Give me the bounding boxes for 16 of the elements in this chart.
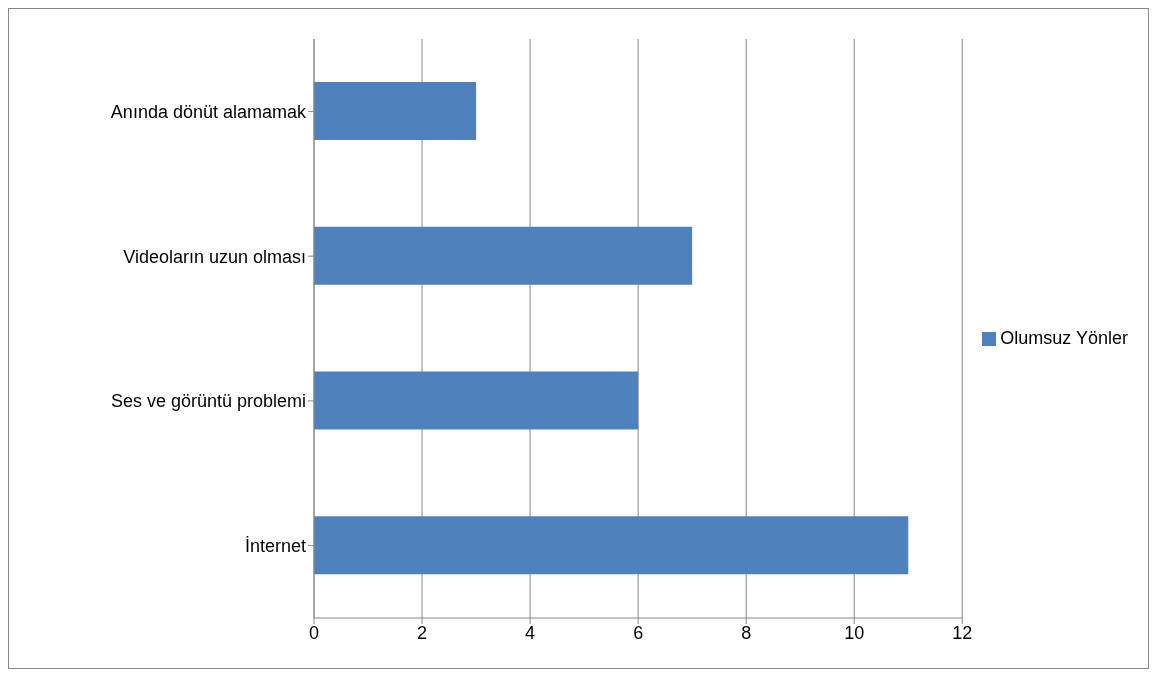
x-tick-label: 10 <box>844 622 865 643</box>
bar <box>314 371 639 430</box>
y-tick-label: Videoların uzun olması <box>123 246 306 267</box>
legend-label: Olumsuz Yönler <box>1000 328 1128 348</box>
x-tick-label: 6 <box>633 622 644 643</box>
y-tick-label: İnternet <box>244 536 306 557</box>
y-tick-label: Anında dönüt alamamak <box>110 101 307 122</box>
bar <box>314 82 477 140</box>
bar <box>314 516 909 575</box>
x-tick-label: 12 <box>952 622 973 643</box>
x-tick-label: 4 <box>525 622 536 643</box>
x-tick-label: 0 <box>308 622 320 643</box>
y-tick-label: Ses ve görüntü problemi <box>110 391 306 412</box>
x-tick-label: 8 <box>741 622 752 643</box>
x-tick-label: 2 <box>417 622 428 643</box>
bar <box>314 226 693 285</box>
